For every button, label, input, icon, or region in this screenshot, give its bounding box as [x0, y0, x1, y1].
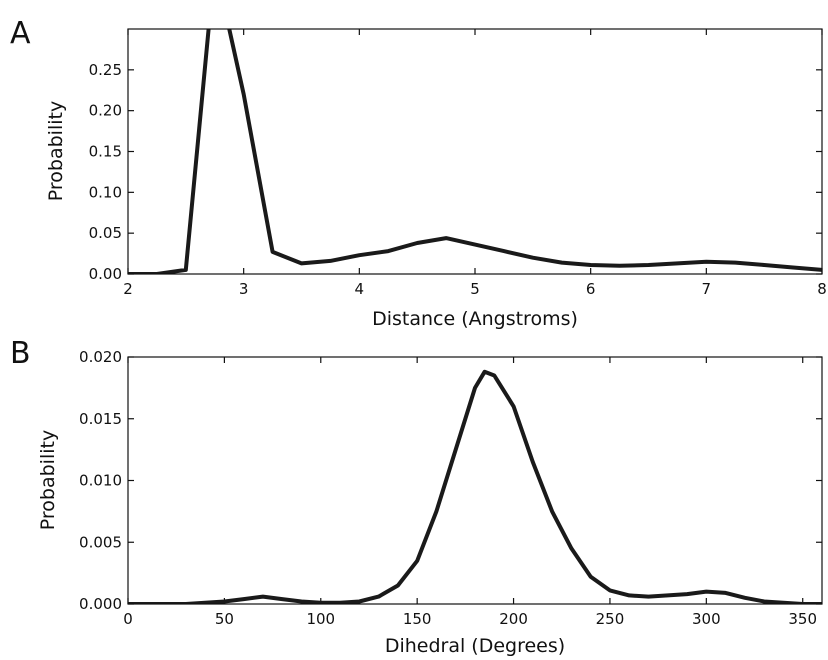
- panel-a-ytick-label: 0.20: [89, 102, 122, 120]
- panel-a-xtick-label: 5: [470, 280, 480, 298]
- panel-b-letter: B: [10, 336, 31, 371]
- panel-b-ytick-label: 0.020: [79, 348, 122, 366]
- panel-b-frame: [127, 356, 823, 605]
- panel-b-xtick-label: 200: [499, 610, 528, 628]
- panel-b-xtick-label: 300: [692, 610, 721, 628]
- panel-a-ytick-label: 0.00: [89, 265, 122, 283]
- panel-b-xtick-label: 150: [403, 610, 432, 628]
- panel-a-ylabel: Probability: [45, 101, 67, 201]
- panel-a-xtick-label: 7: [702, 280, 712, 298]
- panel-b-ytick-label: 0.005: [79, 533, 122, 551]
- panel-a-ytick-label: 0.05: [89, 224, 122, 242]
- panel-a-xtick-label: 4: [355, 280, 365, 298]
- panel-a-xtick-label: 2: [123, 280, 133, 298]
- panel-a-ytick-label: 0.10: [89, 183, 122, 201]
- panel-a-letter: A: [10, 16, 31, 51]
- panel-a-xtick-label: 6: [586, 280, 596, 298]
- panel-b-xtick-label: 350: [788, 610, 817, 628]
- panel-a-xtick-label: 3: [239, 280, 249, 298]
- panel-b-xtick-label: 50: [215, 610, 234, 628]
- panel-b-ytick-label: 0.000: [79, 595, 122, 613]
- panel-b-xtick-label: 250: [596, 610, 625, 628]
- panel-b-ytick-label: 0.010: [79, 472, 122, 490]
- panel-b-ylabel: Probability: [37, 430, 59, 530]
- panel-a-ytick-label: 0.15: [89, 143, 122, 161]
- panel-b-xtick-label: 0: [123, 610, 133, 628]
- panel-a-xlabel: Distance (Angstroms): [372, 308, 578, 330]
- panel-a-series-line: [128, 29, 822, 274]
- panel-a-ytick-label: 0.25: [89, 61, 122, 79]
- panel-b-series-line: [128, 369, 822, 604]
- panel-a-chart: A 2 3 4 5 6 7 8 0.00 0.05 0.10 0.15 0.20 0.25 Distan…: [10, 16, 827, 330]
- panel-a-xtick-label: 8: [817, 280, 827, 298]
- panel-a-frame: [127, 28, 823, 275]
- panel-b-xtick-label: 100: [306, 610, 335, 628]
- panel-b-xlabel: Dihedral (Degrees): [385, 635, 565, 657]
- panel-b-ytick-label: 0.015: [79, 410, 122, 428]
- panel-b-chart: B 0 50 100 150 200 250 300 350 0.000 0.005 0.010 0.…: [10, 336, 823, 657]
